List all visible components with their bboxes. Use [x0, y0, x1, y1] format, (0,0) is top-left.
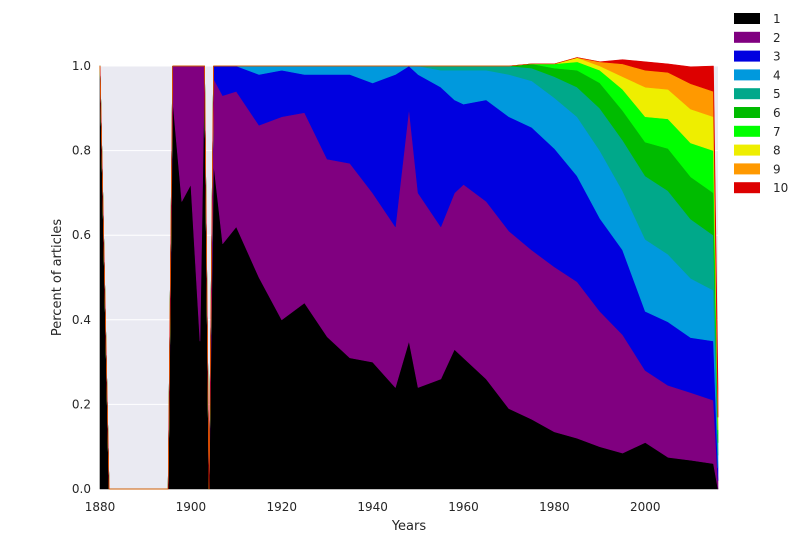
y-tick-label: 0.2	[72, 397, 91, 411]
legend-label-1: 1	[773, 12, 781, 26]
area-series-10	[99, 57, 719, 490]
y-axis-ticks: 0.0 0.2 0.4 0.6 0.8 1.0	[72, 59, 91, 496]
legend-swatch-8	[734, 144, 760, 156]
legend-swatch-2	[734, 31, 760, 43]
legend-swatch-6	[734, 107, 760, 118]
x-axis-ticks: 1880 1900 1920 1940 1960 1980 2000	[85, 500, 661, 514]
legend-swatch-3	[734, 50, 760, 62]
legend-swatch-10	[734, 182, 760, 194]
legend-swatch-7	[734, 125, 760, 137]
x-tick-label: 1880	[85, 500, 116, 514]
y-tick-label: 0.0	[72, 482, 91, 496]
legend-label-5: 5	[773, 87, 781, 101]
x-tick-label: 2000	[630, 500, 661, 514]
legend-label-2: 2	[773, 31, 781, 45]
legend-swatch-5	[734, 88, 760, 100]
x-tick-label: 1960	[448, 500, 479, 514]
legend-swatch-4	[734, 69, 760, 81]
x-tick-label: 1920	[266, 500, 297, 514]
x-axis-title: Years	[391, 519, 427, 534]
legend-swatch-1	[734, 13, 760, 24]
x-tick-label: 1900	[176, 500, 207, 514]
y-tick-label: 0.4	[72, 313, 91, 327]
y-axis-title: Percent of articles	[50, 219, 65, 336]
legend-label-10: 10	[773, 181, 788, 195]
area-series-group	[99, 57, 719, 490]
legend: 1 2 3 4 5 6 7 8 9 10	[734, 12, 788, 195]
legend-label-7: 7	[773, 125, 781, 139]
legend-label-3: 3	[773, 50, 781, 64]
x-tick-label: 1940	[357, 500, 388, 514]
legend-label-8: 8	[773, 144, 781, 158]
y-tick-label: 0.8	[72, 144, 91, 158]
legend-label-4: 4	[773, 68, 781, 82]
x-tick-label: 1980	[539, 500, 570, 514]
legend-label-6: 6	[773, 106, 781, 120]
legend-swatch-9	[734, 163, 760, 175]
y-tick-label: 1.0	[72, 59, 91, 73]
legend-label-9: 9	[773, 162, 781, 176]
y-tick-label: 0.6	[72, 228, 91, 242]
